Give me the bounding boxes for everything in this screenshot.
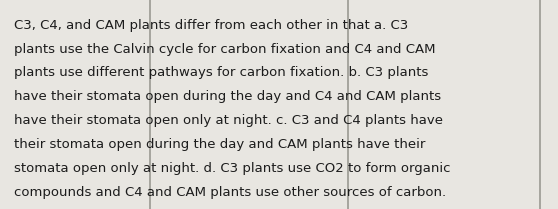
Text: plants use the Calvin cycle for carbon fixation and C4 and CAM: plants use the Calvin cycle for carbon f… [14, 43, 435, 56]
Text: their stomata open during the day and CAM plants have their: their stomata open during the day and CA… [14, 138, 425, 151]
Text: have their stomata open during the day and C4 and CAM plants: have their stomata open during the day a… [14, 90, 441, 103]
Text: have their stomata open only at night. c. C3 and C4 plants have: have their stomata open only at night. c… [14, 114, 443, 127]
Text: plants use different pathways for carbon fixation. b. C3 plants: plants use different pathways for carbon… [14, 66, 429, 79]
Text: C3, C4, and CAM plants differ from each other in that a. C3: C3, C4, and CAM plants differ from each … [14, 19, 408, 32]
Text: compounds and C4 and CAM plants use other sources of carbon.: compounds and C4 and CAM plants use othe… [14, 186, 446, 199]
Text: stomata open only at night. d. C3 plants use CO2 to form organic: stomata open only at night. d. C3 plants… [14, 162, 450, 175]
